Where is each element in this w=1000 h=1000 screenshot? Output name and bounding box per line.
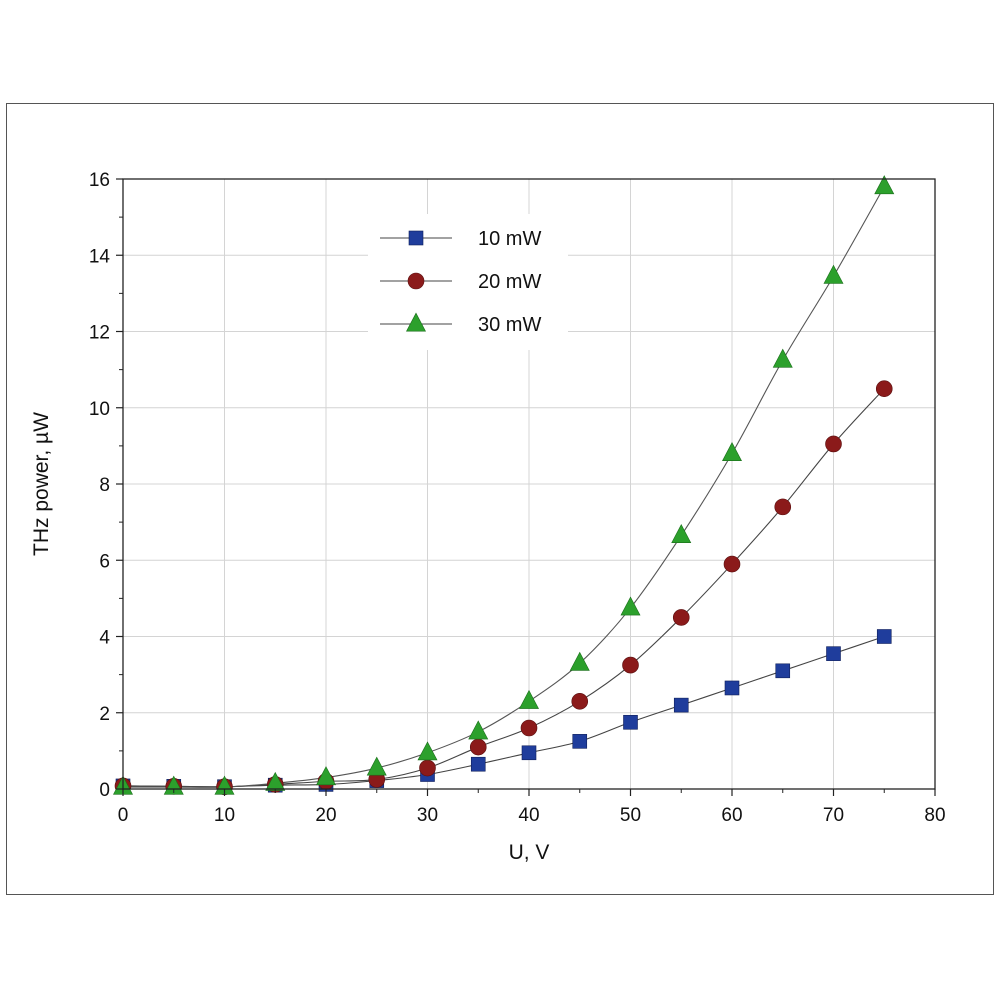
data-point — [775, 663, 791, 679]
legend-marker — [406, 312, 426, 332]
data-point — [569, 651, 590, 671]
data-point — [417, 741, 438, 761]
legend-marker — [408, 230, 424, 246]
data-point — [874, 175, 895, 195]
data-point — [572, 734, 588, 749]
y-tick-label: 14 — [89, 246, 111, 267]
series-curve — [122, 388, 885, 788]
data-point — [671, 524, 692, 543]
x-tick-label: 50 — [620, 805, 641, 826]
data-point — [469, 738, 487, 756]
legend-label: 20 mW — [478, 271, 541, 293]
y-tick-label: 12 — [89, 323, 110, 344]
x-tick-label: 70 — [823, 805, 844, 826]
x-tick-label: 40 — [518, 805, 539, 826]
data-point — [826, 646, 841, 661]
data-point — [723, 555, 741, 573]
data-point — [366, 756, 387, 776]
data-point — [875, 380, 893, 397]
legend-label: 10 mW — [478, 228, 541, 250]
data-point — [672, 609, 690, 626]
legend: 10 mW 20 mW 30 mW — [368, 214, 568, 350]
data-point — [673, 697, 689, 713]
data-point — [468, 720, 489, 740]
y-tick-label: 0 — [99, 780, 110, 801]
legend-marker — [407, 272, 425, 290]
x-tick-label: 80 — [924, 805, 945, 826]
data-point — [876, 629, 892, 644]
data-point — [419, 759, 436, 777]
data-point — [774, 498, 792, 516]
data-point — [316, 766, 336, 786]
data-point — [823, 264, 844, 284]
y-axis-title: THz power, µW — [30, 412, 53, 556]
y-tick-label: 2 — [99, 704, 110, 725]
data-point — [623, 714, 638, 730]
x-tick-label: 0 — [118, 805, 129, 826]
x-tick-label: 60 — [721, 805, 742, 826]
x-tick-label: 30 — [417, 805, 438, 826]
data-point — [571, 693, 589, 710]
data-point — [622, 656, 639, 674]
x-axis-title: U, V — [509, 841, 550, 864]
y-tick-label: 6 — [99, 551, 110, 572]
data-point — [470, 756, 486, 772]
data-point — [521, 745, 537, 761]
legend-background — [368, 214, 568, 350]
data-point — [825, 435, 842, 453]
data-point — [772, 348, 793, 368]
data-point — [519, 689, 539, 709]
y-tick-label: 8 — [99, 475, 110, 496]
x-tick-label: 20 — [315, 805, 336, 826]
data-point — [620, 596, 641, 616]
axes: 0 10 20 30 40 50 60 70 80 0 2 4 6 8 10 12 14 16 — [89, 170, 946, 826]
legend-label: 30 mW — [478, 314, 541, 336]
series-curve — [122, 635, 885, 788]
data-point — [520, 719, 538, 737]
y-tick-label: 16 — [89, 170, 110, 191]
data-point — [724, 680, 740, 696]
y-tick-label: 10 — [89, 399, 110, 420]
data-point — [163, 775, 184, 795]
y-tick-label: 4 — [99, 628, 110, 649]
data-point — [722, 442, 742, 462]
x-tick-label: 10 — [214, 805, 235, 826]
